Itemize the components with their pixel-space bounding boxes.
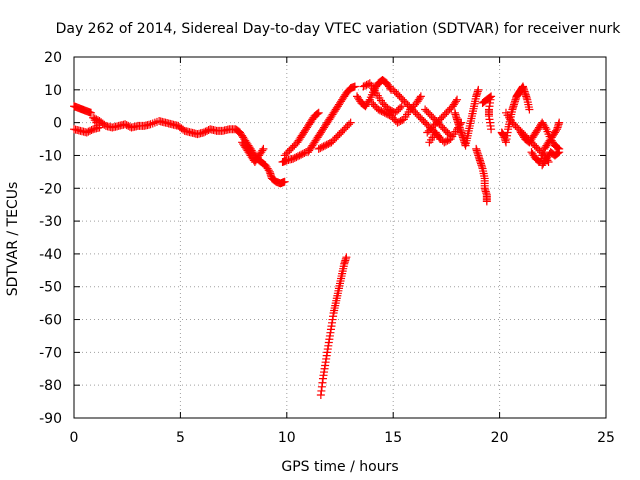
x-tick-label: 25 xyxy=(597,430,615,446)
y-tick-label: -80 xyxy=(39,378,62,394)
data-point xyxy=(555,118,564,127)
y-tick-label: -10 xyxy=(39,148,62,164)
data-point xyxy=(436,135,445,144)
data-point xyxy=(482,197,491,206)
data-point xyxy=(525,105,534,114)
data-point xyxy=(555,148,564,157)
data-points xyxy=(70,75,564,400)
data-point xyxy=(397,102,406,111)
data-point xyxy=(551,126,560,135)
y-tick-label: -70 xyxy=(39,345,62,361)
x-tick-label: 20 xyxy=(491,430,509,446)
y-tick-label: 20 xyxy=(44,50,62,66)
data-point xyxy=(474,85,483,94)
data-point xyxy=(445,130,454,139)
data-point xyxy=(300,148,309,157)
y-tick-label: 0 xyxy=(53,116,62,132)
data-point xyxy=(541,123,550,132)
x-axis-label: GPS time / hours xyxy=(281,459,398,475)
data-point xyxy=(350,82,359,91)
data-point xyxy=(451,97,460,106)
data-point xyxy=(314,108,323,117)
data-point xyxy=(487,125,496,134)
y-tick-label: -60 xyxy=(39,313,62,329)
x-tick-label: 10 xyxy=(278,430,296,446)
data-point xyxy=(416,92,425,101)
data-point xyxy=(415,94,424,103)
data-point xyxy=(342,253,351,262)
y-tick-label: -50 xyxy=(39,280,62,296)
data-point xyxy=(396,103,405,112)
y-tick-label: -20 xyxy=(39,181,62,197)
data-point xyxy=(87,108,96,117)
data-point xyxy=(280,177,289,186)
data-point xyxy=(446,131,455,140)
data-point xyxy=(434,133,443,142)
y-tick-label: -90 xyxy=(39,411,62,427)
axes: 0 5 10 15 20 25 20 10 0 -10 -20 -30 -40 -50 -60 -70 -80 -… xyxy=(39,50,615,446)
y-tick-label: -40 xyxy=(39,247,62,263)
data-point xyxy=(345,120,354,129)
plot-frame xyxy=(73,56,607,419)
y-tick-label: 10 xyxy=(44,83,62,99)
data-point xyxy=(264,166,273,175)
data-point xyxy=(453,95,462,104)
chart-title: Day 262 of 2014, Sidereal Day-to-day VTE… xyxy=(56,21,622,37)
y-axis-label: SDTVAR / TECUs xyxy=(5,182,21,297)
y-tick-label: -30 xyxy=(39,214,62,230)
x-tick-label: 15 xyxy=(384,430,402,446)
data-point xyxy=(539,148,548,157)
data-point xyxy=(554,148,563,157)
data-point xyxy=(346,118,355,127)
x-tick-label: 5 xyxy=(176,430,185,446)
data-point xyxy=(313,109,322,118)
data-point xyxy=(258,146,267,155)
x-tick-label: 0 xyxy=(70,430,79,446)
data-point xyxy=(259,144,268,153)
